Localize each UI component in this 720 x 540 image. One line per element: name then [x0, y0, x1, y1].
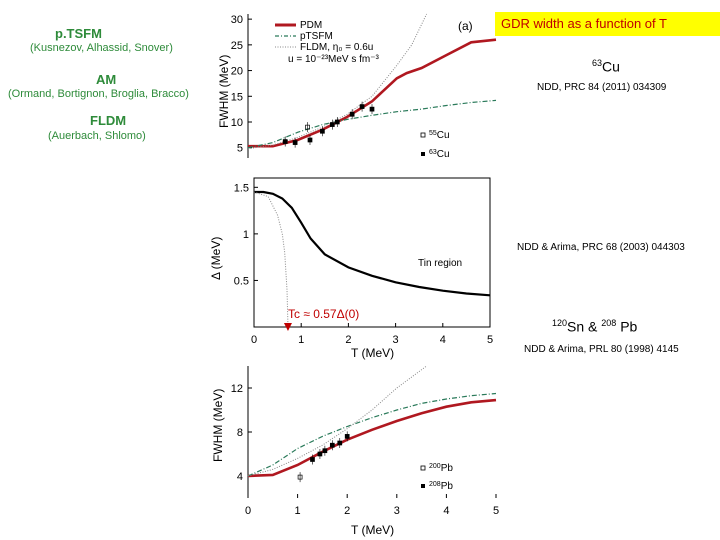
- legend-cu63: 63Cu: [429, 149, 450, 160]
- p1-marks-ytick-label: 20: [231, 66, 243, 78]
- p1-marks-ytick-label: 25: [231, 40, 243, 52]
- p3-marks-point-pb208: [322, 448, 328, 454]
- cu-mass: 63: [592, 58, 603, 68]
- sn-mass: 120: [552, 318, 568, 328]
- model-fldm-name: FLDM: [90, 113, 127, 128]
- p1-marks-point-cu63: [349, 111, 355, 117]
- p3-marks-point-pb200: [297, 474, 303, 480]
- model-am-authors: (Ormand, Bortignon, Broglia, Bracco): [8, 88, 189, 100]
- p1-ylabel: FWHM (MeV): [217, 55, 231, 128]
- amp: &: [588, 318, 598, 335]
- p3-marks-xtick-label: 2: [344, 505, 350, 517]
- p1-marks-point-cu63: [320, 128, 325, 134]
- legend-pb200-marker: [420, 465, 426, 471]
- p3-marks-ytick-label: 8: [237, 427, 243, 439]
- chart-cu-fwhm: 5 10 15 20 25 30 FWHM (MeV) (a) PDM pTSFM FLD…: [217, 13, 497, 160]
- legend-pb208: 208Pb: [429, 481, 453, 492]
- p1-marks-series-ptsfm: [247, 99, 497, 149]
- cu-nucleus-label: 63Cu: [592, 58, 620, 75]
- p2-marks-ytick-label: 1.5: [234, 182, 249, 194]
- p3-marks-xtick-label: 4: [443, 505, 449, 517]
- legend-pb208-marker: [421, 484, 425, 488]
- p2-marks-xtick-label: 5: [487, 334, 493, 346]
- p3-ylabel: FWHM (MeV): [211, 389, 225, 462]
- p3-marks-series-ptsfm: [247, 392, 497, 477]
- legend-ptsfm: pTSFM: [300, 31, 333, 42]
- legend-fldm: FLDM, η₀ = 0.6u: [300, 42, 373, 53]
- legend-cu55: 55Cu: [429, 130, 450, 141]
- p3-marks-ytick-label: 12: [231, 383, 243, 395]
- snpb-citation: NDD & Arima, PRL 80 (1998) 4145: [524, 344, 679, 355]
- p1-marks-point-cu63: [369, 106, 375, 112]
- p1-marks-series-fldm: [247, 13, 428, 150]
- slide-title: GDR width as a function of T: [495, 12, 720, 36]
- p1-marks-ytick-label: 5: [237, 143, 243, 155]
- p2-marks-frame: [253, 177, 491, 328]
- p3-marks-point-pb208: [337, 440, 343, 446]
- p1-marks-point-cu63: [329, 122, 335, 127]
- tc-marker: [283, 323, 292, 331]
- p1-panel-label: (a): [458, 19, 473, 33]
- p2-marks-ytick-label: 1: [243, 229, 249, 241]
- snpb-nuclei-label: 120Sn & 208 Pb: [552, 318, 637, 335]
- p2-marks-series-bcs-gap: [253, 191, 289, 328]
- p1-marks-ytick-label: 30: [231, 14, 243, 26]
- model-ptsfm-name: p.TSFM: [55, 26, 102, 41]
- model-ptsfm-authors: (Kusnezov, Alhassid, Snover): [30, 42, 173, 54]
- sn-element: Sn: [567, 318, 585, 335]
- p1-marks-point-cu63: [307, 137, 313, 143]
- legend-pb200: 200Pb: [429, 463, 453, 474]
- p2-marks-xtick-label: 4: [440, 334, 446, 346]
- p3-marks-point-pb208: [344, 434, 350, 439]
- p2-region-label: Tin region: [418, 258, 462, 269]
- p2-ylabel: Δ (MeV): [209, 237, 223, 280]
- model-am-name: AM: [96, 72, 117, 87]
- p1-marks-point-cu63: [292, 140, 298, 145]
- pb-mass: 208: [601, 318, 617, 328]
- chart-pairing-gap: 0.5 1 1.5 0 1 2 3 4 5 Δ (MeV) T (MeV) Tin region…: [209, 177, 493, 360]
- p3-marks-xtick-label: 5: [493, 505, 499, 517]
- p3-marks-series-fldm: [247, 365, 427, 477]
- p1-marks-point-cu63: [334, 119, 340, 125]
- p3-marks-point-pb208: [329, 442, 335, 448]
- p3-xlabel: T (MeV): [351, 523, 394, 537]
- p3-marks-xtick-label: 3: [394, 505, 400, 517]
- p2-marks-xtick-label: 2: [345, 334, 351, 346]
- gap-citation: NDD & Arima, PRC 68 (2003) 044303: [517, 242, 685, 253]
- p2-marks-xtick-label: 1: [298, 334, 304, 346]
- p2-marks-series--with-fluctuations: [254, 190, 491, 297]
- p2-marks-ytick-label: 0.5: [234, 275, 249, 287]
- p3-marks-ytick-label: 4: [237, 471, 243, 483]
- p1-marks-point-cu63: [282, 139, 288, 144]
- cu-element: Cu: [602, 58, 620, 75]
- legend-cu63-marker: [421, 152, 425, 156]
- cu-citation: NDD, PRC 84 (2011) 034309: [537, 82, 667, 93]
- p3-marks-series-pdm: [247, 398, 497, 478]
- model-fldm-authors: (Auerbach, Shlomo): [48, 130, 146, 142]
- p2-marks-xtick-label: 0: [251, 334, 257, 346]
- p2-tc-annotation: Tc ≈ 0.57Δ(0): [288, 307, 359, 321]
- legend-unit: u = 10⁻²³MeV s fm⁻³: [288, 54, 380, 65]
- p3-marks-xtick-label: 0: [245, 505, 251, 517]
- p3-marks-xtick-label: 1: [295, 505, 301, 517]
- legend-pdm: PDM: [300, 20, 322, 31]
- p1-marks-point-cu55: [305, 124, 310, 130]
- p2-marks-xtick-label: 3: [393, 334, 399, 346]
- p1-marks-point-cu63: [359, 104, 365, 109]
- p1-marks-ytick-label: 10: [231, 117, 243, 129]
- p1-marks-ytick-label: 15: [231, 91, 243, 103]
- p3-marks-point-pb208: [317, 451, 323, 457]
- legend-cu55-marker: [420, 132, 426, 138]
- p2-xlabel: T (MeV): [351, 346, 394, 360]
- p3-marks-point-pb208: [310, 457, 315, 462]
- pb-element: Pb: [620, 318, 638, 335]
